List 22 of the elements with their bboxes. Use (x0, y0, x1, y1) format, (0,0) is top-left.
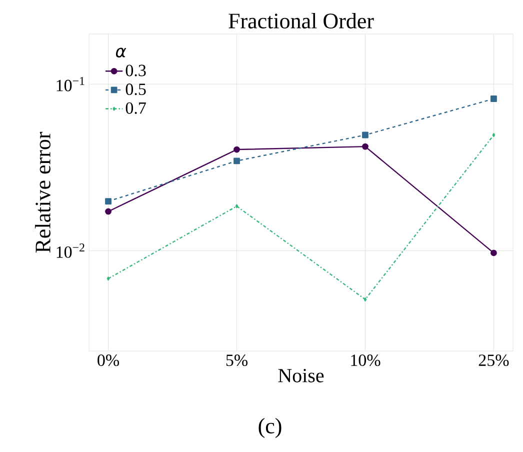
legend-label: 0.3 (126, 64, 146, 76)
x-tick-label: 0% (98, 354, 120, 366)
point (234, 146, 240, 153)
y-axis-title: Relative error (34, 132, 50, 253)
legend-title: α (116, 48, 126, 58)
x-axis-title: Noise (278, 368, 324, 382)
x-tick-label: 5% (226, 354, 248, 366)
y-tick-label: 10$^{−1}$ (56, 76, 84, 92)
x-tick-label: 25% (478, 354, 509, 366)
point (490, 250, 497, 256)
chart-title: Fractional Order (228, 12, 374, 28)
legend-label: 0.7 (126, 102, 146, 114)
point (490, 96, 497, 102)
text: (c) (258, 418, 282, 438)
point (362, 132, 368, 138)
point (105, 208, 112, 215)
point (234, 158, 240, 164)
point (362, 143, 368, 150)
point (105, 198, 112, 204)
x-tick-label: 10% (351, 354, 380, 366)
legend-label: 0.5 (126, 84, 146, 96)
y-tick-label: 10$^{−2}$ (56, 244, 84, 258)
